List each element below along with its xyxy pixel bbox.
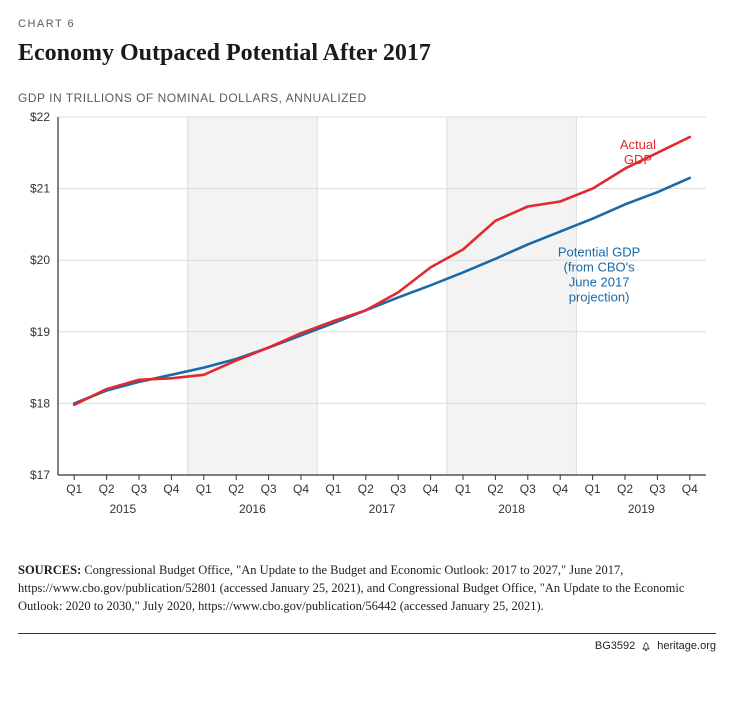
x-tick-label: Q1 — [325, 482, 341, 496]
y-tick-label: $19 — [30, 325, 50, 339]
x-tick-label: Q4 — [552, 482, 568, 496]
x-year-label: 2018 — [498, 502, 525, 516]
x-tick-label: Q4 — [163, 482, 179, 496]
sources-label: SOURCES: — [18, 563, 81, 577]
chart-number-label: CHART 6 — [18, 18, 716, 30]
x-year-label: 2016 — [239, 502, 266, 516]
y-tick-label: $21 — [30, 182, 50, 196]
footer: BG3592 heritage.org — [18, 640, 716, 652]
footer-code: BG3592 — [595, 640, 635, 652]
x-tick-label: Q2 — [617, 482, 633, 496]
footer-site: heritage.org — [657, 640, 716, 652]
chart-subtitle: GDP IN TRILLIONS OF NOMINAL DOLLARS, ANN… — [18, 91, 716, 105]
x-tick-label: Q2 — [487, 482, 503, 496]
year-band — [447, 117, 577, 475]
x-tick-label: Q3 — [649, 482, 665, 496]
x-tick-label: Q3 — [261, 482, 277, 496]
y-tick-label: $22 — [30, 111, 50, 124]
x-tick-label: Q3 — [131, 482, 147, 496]
x-tick-label: Q2 — [228, 482, 244, 496]
chart-area: $17 $18 $19 $20 $21 $22 Q1 Q2 Q3 Q4 2015 Q1 Q2 Q3 Q4 20… — [18, 111, 716, 531]
year-band — [188, 117, 318, 475]
x-year-label: 2019 — [628, 502, 655, 516]
bell-icon — [641, 641, 651, 651]
y-tick-label: $20 — [30, 253, 50, 267]
x-tick-label: Q1 — [585, 482, 601, 496]
x-tick-label: Q4 — [423, 482, 439, 496]
line-chart-svg: $17 $18 $19 $20 $21 $22 Q1 Q2 Q3 Q4 2015 Q1 Q2 Q3 Q4 20… — [18, 111, 716, 531]
x-tick-label: Q2 — [99, 482, 115, 496]
x-tick-label: Q4 — [682, 482, 698, 496]
x-year-label: 2017 — [369, 502, 396, 516]
x-tick-label: Q3 — [390, 482, 406, 496]
x-tick-label: Q1 — [66, 482, 82, 496]
x-tick-label: Q2 — [358, 482, 374, 496]
sources-block: SOURCES: Congressional Budget Office, "A… — [18, 561, 716, 634]
x-tick-label: Q1 — [196, 482, 212, 496]
x-tick-label: Q3 — [520, 482, 536, 496]
y-tick-label: $17 — [30, 468, 50, 482]
series-label: Potential GDP(from CBO'sJune 2017project… — [558, 245, 640, 305]
x-tick-label: Q1 — [455, 482, 471, 496]
y-tick-label: $18 — [30, 396, 50, 410]
x-year-label: 2015 — [109, 502, 136, 516]
sources-text: Congressional Budget Office, "An Update … — [18, 563, 684, 613]
chart-title: Economy Outpaced Potential After 2017 — [18, 40, 716, 67]
series-label: ActualGDP — [620, 137, 656, 167]
x-tick-label: Q4 — [293, 482, 309, 496]
